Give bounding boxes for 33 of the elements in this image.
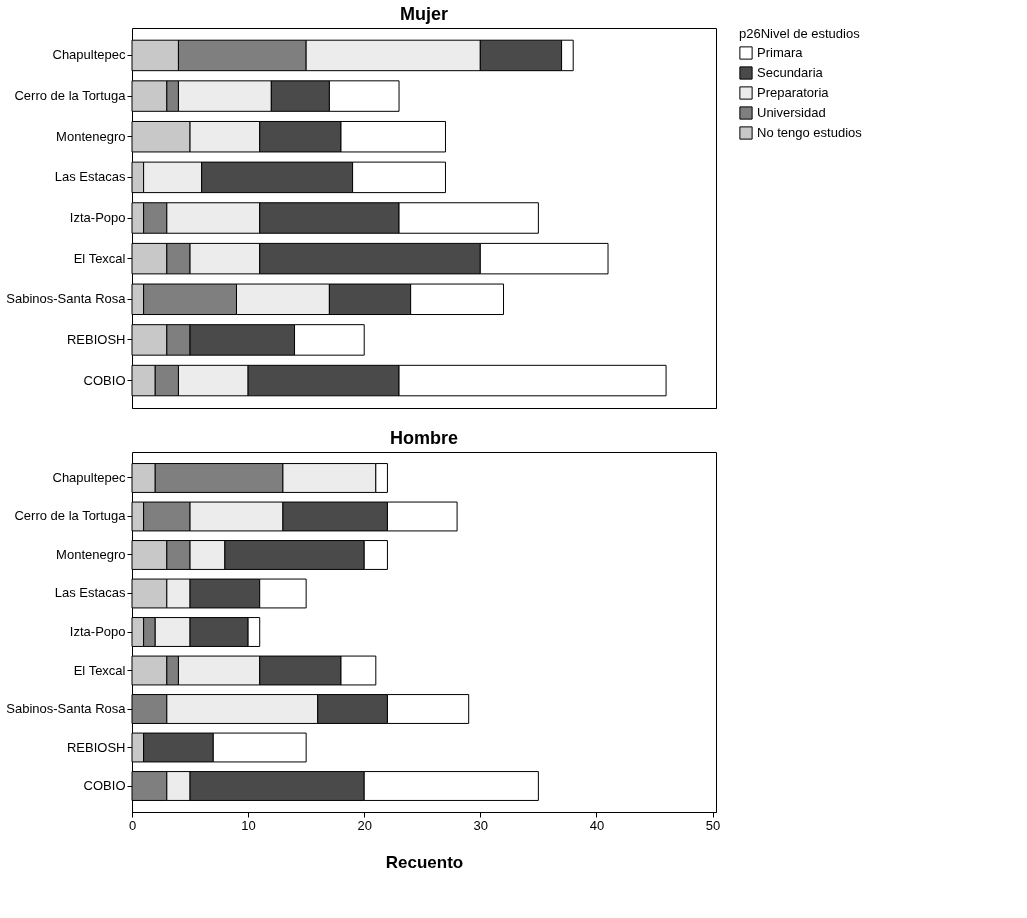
y-tick-label: Cerro de la Tortuga — [14, 508, 127, 524]
y-tick-label: Cerro de la Tortuga — [14, 88, 127, 104]
y-tick-label: Las Estacas — [54, 169, 126, 185]
x-tick-label: 10 — [241, 817, 256, 833]
y-tick-label: El Texcal — [73, 662, 126, 678]
y-tick-label: Sabinos-Santa Rosa — [6, 701, 127, 717]
legend-label: Preparatoria — [757, 85, 830, 100]
x-tick-label: 50 — [705, 817, 721, 833]
x-tick-label: 0 — [128, 817, 137, 833]
y-tick-label: Sabinos-Santa Rosa — [6, 291, 127, 307]
y-tick-label: REBIOSH — [66, 739, 126, 755]
y-tick-label: Izta-Popo — [69, 624, 126, 639]
x-axis-title: Recuento — [385, 852, 464, 872]
y-tick-label: Montenegro — [56, 128, 126, 144]
legend-label: No tengo estudios — [757, 125, 863, 140]
y-tick-label: Izta-Popo — [69, 210, 126, 225]
chart-title: Hombre — [389, 428, 459, 448]
y-tick-label: Chapultepec — [52, 47, 126, 63]
y-tick-label: COBIO — [83, 372, 126, 388]
y-tick-label: El Texcal — [73, 250, 126, 266]
legend-label: Secundaria — [757, 65, 824, 80]
legend-label: Universidad — [757, 105, 826, 120]
y-tick-label: COBIO — [83, 778, 126, 794]
x-tick-label: 30 — [473, 817, 489, 833]
y-tick-label: Las Estacas — [54, 585, 126, 601]
y-tick-label: Chapultepec — [52, 469, 126, 485]
y-tick-label: REBIOSH — [66, 331, 126, 347]
x-tick-label: 20 — [357, 817, 372, 833]
legend-title: p26Nivel de estudios — [739, 26, 861, 41]
x-tick-label: 40 — [589, 817, 605, 833]
y-tick-label: Montenegro — [56, 546, 126, 562]
chart-title: Mujer — [399, 4, 449, 24]
legend-label: Primara — [757, 45, 804, 60]
